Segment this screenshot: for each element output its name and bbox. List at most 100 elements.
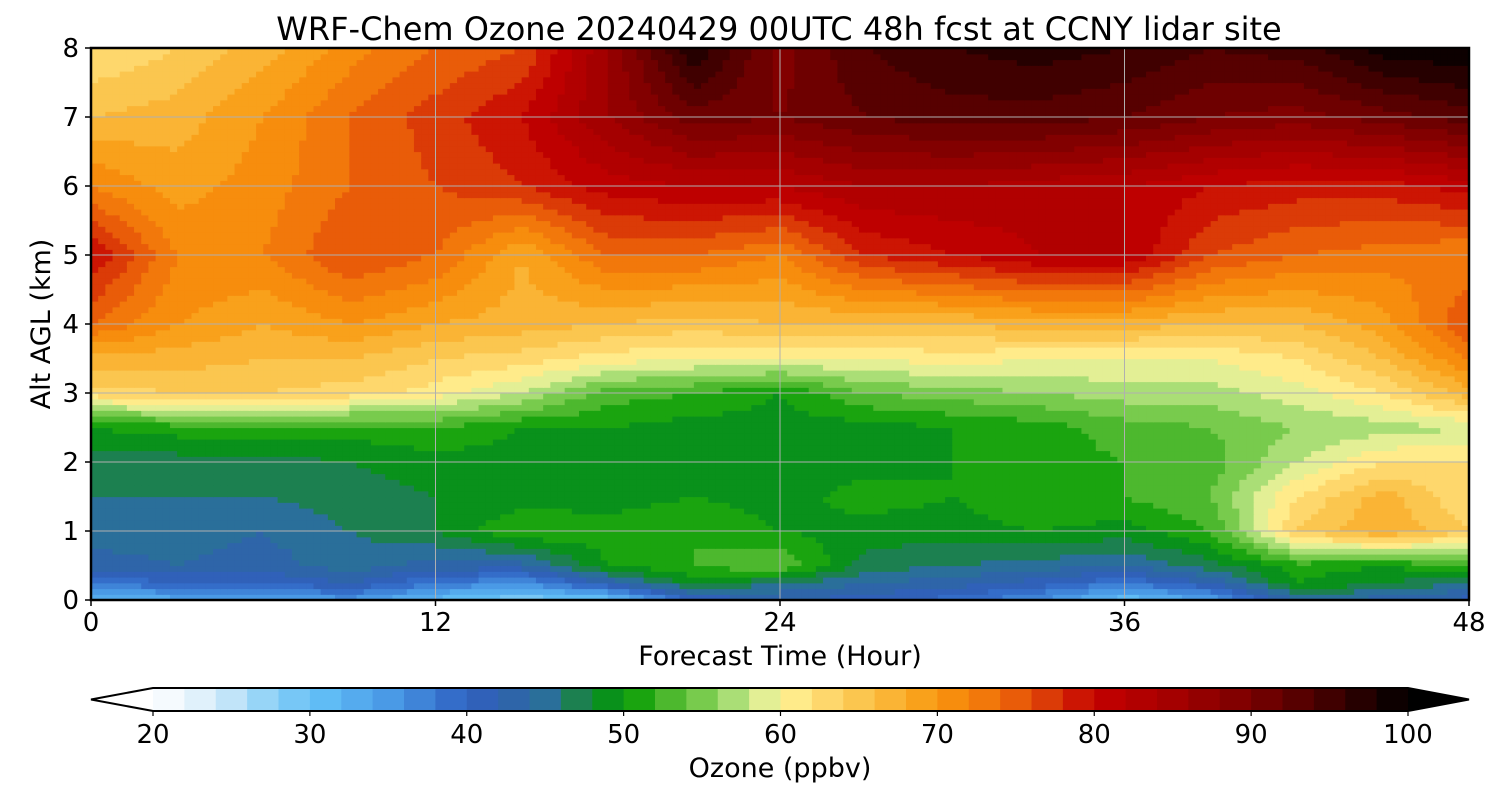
heatmap-cell [413, 582, 422, 590]
heatmap-cell [1433, 456, 1441, 463]
heatmap-cell [1167, 473, 1176, 480]
heatmap-cell [1167, 467, 1176, 475]
heatmap-cell [880, 582, 889, 590]
heatmap-cell [1210, 485, 1219, 492]
heatmap-cell [650, 496, 659, 503]
heatmap-cell [571, 559, 580, 567]
heatmap-cell [1024, 582, 1032, 590]
heatmap-cell [579, 565, 587, 572]
heatmap-cell [1067, 571, 1075, 578]
heatmap-cell [1038, 542, 1047, 549]
heatmap-cell [126, 485, 135, 492]
heatmap-cell [234, 462, 243, 469]
heatmap-cell [1346, 513, 1355, 521]
heatmap-cell [370, 525, 379, 532]
heatmap-cell [1002, 594, 1011, 600]
heatmap-cell [248, 513, 257, 521]
heatmap-cell [535, 462, 544, 469]
heatmap-cell [657, 479, 666, 486]
heatmap-cell [198, 536, 207, 544]
heatmap-cell [693, 450, 702, 457]
heatmap-cell [1282, 496, 1291, 503]
heatmap-cell [449, 554, 458, 561]
heatmap-cell [1110, 582, 1118, 590]
heatmap-cell [141, 519, 150, 526]
heatmap-cell [701, 508, 709, 515]
heatmap-cell [693, 582, 702, 590]
heatmap-cell [399, 473, 408, 480]
heatmap-cell [1282, 513, 1291, 521]
heatmap-cell [765, 513, 774, 521]
heatmap-cell [1311, 456, 1319, 463]
heatmap-cell [306, 456, 315, 463]
heatmap-cell [428, 462, 437, 469]
heatmap-cell [672, 513, 681, 521]
heatmap-cell [1390, 490, 1398, 498]
heatmap-cell [1268, 450, 1276, 457]
heatmap-cell [794, 485, 803, 492]
heatmap-cell [342, 467, 350, 475]
heatmap-cell [1203, 525, 1212, 532]
heatmap-cell [1052, 582, 1061, 590]
heatmap-cell [1224, 462, 1233, 469]
heatmap-cell [284, 571, 293, 578]
heatmap-cell [636, 467, 645, 475]
heatmap-cell [808, 582, 817, 590]
heatmap-cell [729, 502, 738, 509]
heatmap-cell [435, 559, 444, 567]
heatmap-cell [148, 594, 157, 600]
heatmap-cell [1203, 462, 1212, 469]
heatmap-cell [564, 531, 573, 538]
heatmap-cell [421, 502, 429, 509]
heatmap-cell [1397, 594, 1406, 600]
heatmap-cell [270, 588, 279, 595]
heatmap-cell [1418, 456, 1427, 463]
heatmap-cell [1153, 473, 1161, 480]
heatmap-cell [1203, 559, 1212, 567]
heatmap-cell [98, 479, 106, 486]
heatmap-cell [435, 513, 444, 521]
heatmap-cell [1268, 559, 1276, 567]
heatmap-cell [643, 588, 652, 595]
heatmap-cell [966, 519, 975, 526]
heatmap-cell [1160, 594, 1169, 600]
heatmap-cell [1074, 462, 1083, 469]
heatmap-cell [1339, 582, 1348, 590]
heatmap-cell [1232, 548, 1240, 555]
heatmap-cell [1253, 456, 1262, 463]
heatmap-cell [528, 594, 537, 600]
heatmap-cell [485, 594, 494, 600]
heatmap-cell [1440, 594, 1449, 600]
heatmap-cell [1382, 490, 1391, 498]
heatmap-cell [916, 525, 925, 532]
heatmap-cell [320, 548, 329, 555]
heatmap-cell [815, 479, 824, 486]
heatmap-cell [1325, 513, 1334, 521]
heatmap-cell [1418, 490, 1427, 498]
heatmap-cell [299, 462, 307, 469]
heatmap-cell [995, 577, 1004, 584]
heatmap-cell [1275, 525, 1283, 532]
heatmap-cell [772, 571, 781, 578]
heatmap-cell [1325, 525, 1334, 532]
heatmap-cell [471, 508, 480, 515]
heatmap-cell [607, 577, 616, 584]
heatmap-cell [1095, 462, 1104, 469]
heatmap-cell [837, 594, 846, 600]
heatmap-cell [851, 473, 860, 480]
heatmap-cell [1016, 502, 1025, 509]
heatmap-cell [1346, 559, 1355, 567]
heatmap-cell [866, 554, 874, 561]
heatmap-cell [600, 594, 609, 600]
heatmap-cell [873, 565, 882, 572]
heatmap-cell [722, 571, 731, 578]
heatmap-cell [184, 462, 193, 469]
heatmap-cell [1268, 577, 1276, 584]
heatmap-cell [1361, 559, 1370, 567]
heatmap-cell [162, 485, 171, 492]
heatmap-cell [657, 490, 666, 498]
heatmap-cell [406, 536, 415, 544]
heatmap-cell [923, 525, 932, 532]
heatmap-cell [650, 594, 659, 600]
heatmap-cell [736, 577, 745, 584]
